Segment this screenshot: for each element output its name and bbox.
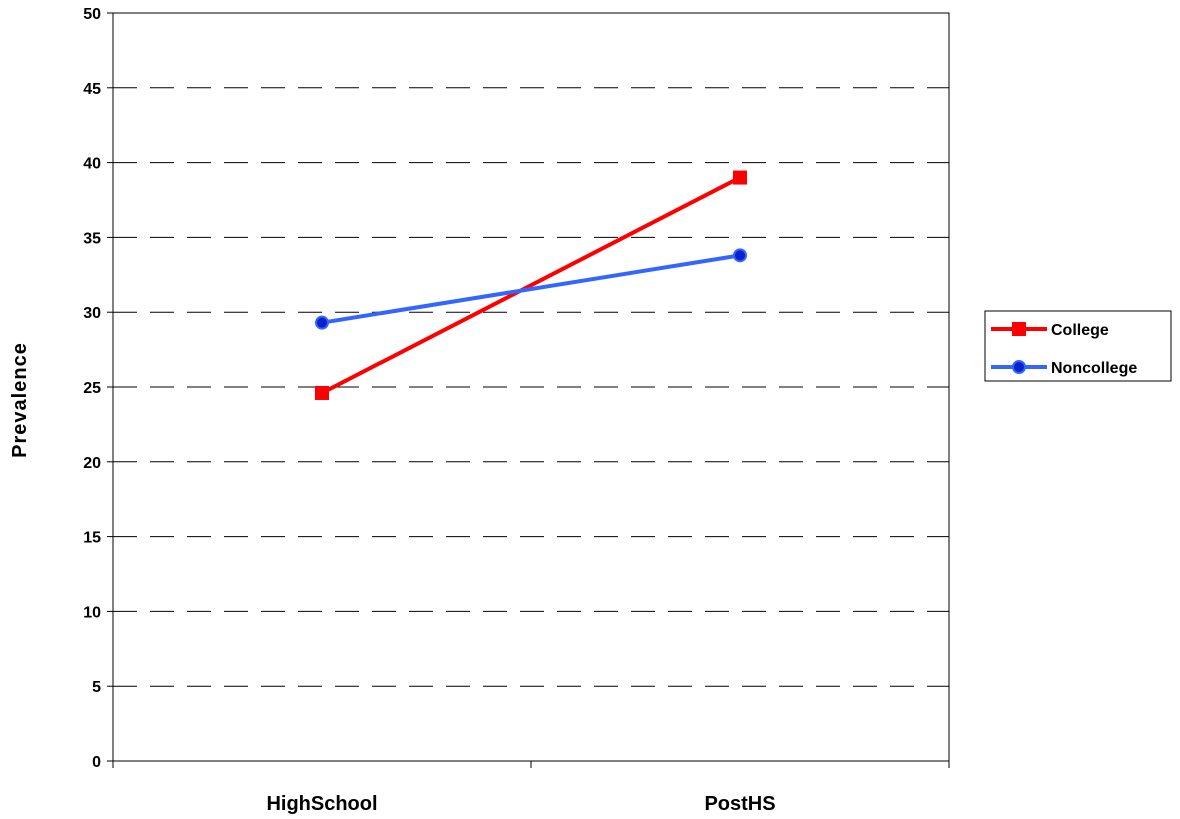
data-point-college (315, 385, 329, 400)
y-tick-label: 20 (83, 455, 101, 472)
series-line-college (321, 175, 741, 395)
legend-marker (1012, 322, 1026, 336)
y-tick-label: 40 (83, 156, 101, 173)
y-axis-label: Prevalence (9, 342, 31, 458)
y-tick-label: 45 (83, 81, 101, 98)
y-tick-label: 5 (92, 679, 101, 696)
y-tick-label: 50 (83, 6, 101, 23)
series-group (315, 170, 747, 400)
legend-label: Noncollege (1051, 360, 1137, 377)
x-tick-label: HighSchool (266, 793, 377, 815)
y-tick-label: 25 (83, 380, 101, 397)
legend: College Noncollege (984, 310, 1172, 382)
gridlines (113, 87, 949, 687)
legend-label: College (1051, 322, 1109, 339)
series-line-noncollege (321, 253, 741, 325)
y-tick-label: 10 (83, 604, 101, 621)
legend-marker (1012, 360, 1026, 374)
data-point-noncollege (733, 248, 747, 263)
y-tick-label: 30 (83, 305, 101, 322)
x-axis-ticks: HighSchool PostHS (112, 761, 950, 815)
y-tick-label: 0 (92, 754, 101, 771)
y-axis-ticks: 0 5 10 15 20 25 30 35 40 45 50 (83, 6, 113, 771)
y-tick-label: 15 (83, 530, 101, 547)
data-point-noncollege (315, 315, 329, 330)
data-point-college (733, 170, 747, 185)
y-tick-label: 35 (83, 230, 101, 247)
x-tick-label: PostHS (704, 793, 775, 815)
